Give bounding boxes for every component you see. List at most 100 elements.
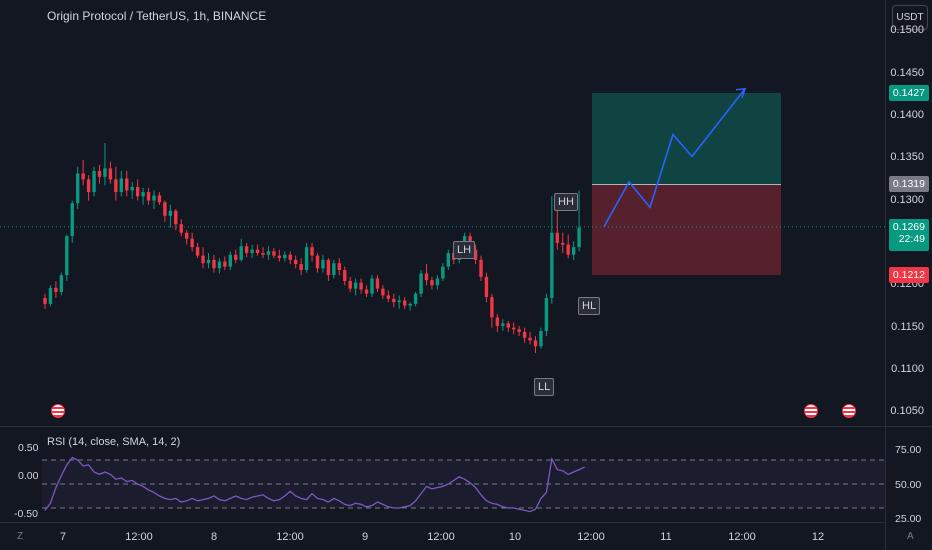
bearish-candle	[310, 247, 314, 256]
current-price-value: 0.1269	[892, 220, 925, 233]
us-event-flag-icon[interactable]	[804, 404, 818, 418]
bearish-candle	[386, 295, 391, 299]
bullish-candle	[152, 195, 156, 201]
rsi-left-tick: 0.50	[18, 442, 39, 454]
bullish-candle	[413, 293, 418, 304]
rsi-left-tick: -0.50	[14, 508, 38, 520]
bearish-candle	[163, 202, 167, 216]
bullish-candle	[266, 251, 271, 255]
bullish-candle	[441, 266, 445, 279]
us-event-flag-icon[interactable]	[51, 404, 65, 418]
bullish-candle	[228, 254, 232, 267]
bullish-candle	[353, 282, 358, 289]
entry-price-label: 0.1319	[888, 176, 929, 193]
bearish-candle	[195, 247, 200, 256]
bearish-candle	[261, 253, 265, 255]
bullish-candle	[435, 278, 440, 286]
bearish-candle	[108, 168, 113, 180]
bearish-candle	[522, 331, 527, 338]
bearish-candle	[244, 246, 249, 254]
bearish-candle	[364, 289, 369, 294]
currency-button[interactable]: USDT	[892, 5, 928, 30]
bearish-candle	[506, 323, 510, 328]
bullish-candle	[544, 297, 549, 331]
timezone-icon[interactable]: Z	[17, 531, 24, 542]
time-tick-label: 9	[361, 531, 369, 543]
bullish-candle	[217, 261, 222, 269]
rsi-left-tick: 0.00	[18, 470, 39, 482]
bearish-candle	[326, 259, 331, 276]
bullish-candle	[539, 330, 543, 347]
bearish-candle	[533, 340, 538, 347]
bearish-candle	[479, 259, 483, 277]
bearish-candle	[277, 255, 282, 259]
bullish-candle	[408, 303, 412, 306]
time-tick-label: 12:00	[125, 531, 153, 543]
bearish-candle	[86, 179, 91, 193]
bearish-candle	[495, 317, 500, 326]
chart-title: Origin Protocol / TetherUS, 1h, BINANCE	[47, 9, 267, 23]
rsi-right-tick: 25.00	[895, 513, 922, 525]
bearish-candle	[190, 238, 194, 248]
bearish-candle	[348, 281, 352, 289]
price-tick-label: 0.1450	[890, 66, 924, 79]
bullish-candle	[141, 192, 145, 197]
bearish-candle	[185, 232, 189, 239]
bearish-candle	[179, 224, 183, 233]
bullish-candle	[250, 249, 254, 254]
bearish-candle	[81, 173, 85, 180]
bearish-candle	[299, 264, 303, 271]
bar-countdown: 22:49	[898, 232, 925, 245]
current-price-label: 0.1269 22:49	[888, 218, 929, 251]
bullish-candle	[70, 203, 74, 237]
bearish-candle	[97, 170, 102, 177]
annotation-hh[interactable]: HH	[554, 193, 578, 211]
bullish-candle	[419, 273, 423, 294]
price-tick-label: 0.1350	[890, 151, 924, 164]
bearish-candle	[157, 195, 162, 203]
projection-path	[603, 88, 746, 228]
bearish-candle	[490, 297, 494, 318]
bullish-candle	[332, 263, 336, 276]
time-tick-label: 12	[811, 531, 825, 543]
bearish-candle	[430, 280, 434, 286]
bullish-candle	[321, 259, 325, 269]
time-tick-label: 12:00	[276, 531, 304, 543]
price-tick-label: 0.1500	[890, 24, 924, 37]
annotation-ll[interactable]: LL	[534, 378, 555, 396]
bearish-candle	[403, 300, 407, 306]
bullish-candle	[119, 178, 123, 193]
bullish-candle	[397, 300, 401, 303]
bullish-candle	[103, 168, 107, 177]
price-tick-label: 0.1050	[890, 405, 924, 418]
bullish-candle	[130, 187, 134, 191]
bullish-candle	[239, 246, 243, 260]
bearish-candle	[343, 270, 347, 282]
annotation-lh[interactable]: LH	[453, 241, 476, 259]
bearish-candle	[381, 288, 385, 296]
bearish-candle	[337, 263, 341, 271]
auto-scale-icon[interactable]: A	[907, 531, 914, 542]
rsi-title[interactable]: RSI (14, close, SMA, 14, 2)	[47, 436, 181, 448]
bearish-candle	[473, 249, 478, 260]
bullish-candle	[462, 236, 467, 245]
bearish-candle	[174, 210, 178, 225]
bearish-candle	[255, 249, 260, 254]
price-tick-label: 0.1300	[890, 193, 924, 206]
bearish-candle	[555, 232, 559, 243]
time-tick-label: 12:00	[728, 531, 756, 543]
bullish-candle	[304, 247, 309, 271]
bullish-candle	[571, 247, 576, 255]
annotation-hl[interactable]: HL	[578, 297, 601, 315]
bullish-candle	[501, 323, 505, 326]
bullish-candle	[59, 275, 64, 293]
time-tick-label: 12:00	[427, 531, 455, 543]
bearish-candle	[43, 297, 47, 304]
bearish-candle	[359, 282, 363, 290]
bearish-candle	[517, 329, 521, 332]
us-event-flag-icon[interactable]	[842, 404, 856, 418]
bullish-candle	[577, 227, 581, 248]
bearish-candle	[125, 178, 129, 191]
time-tick-label: 8	[210, 531, 218, 543]
